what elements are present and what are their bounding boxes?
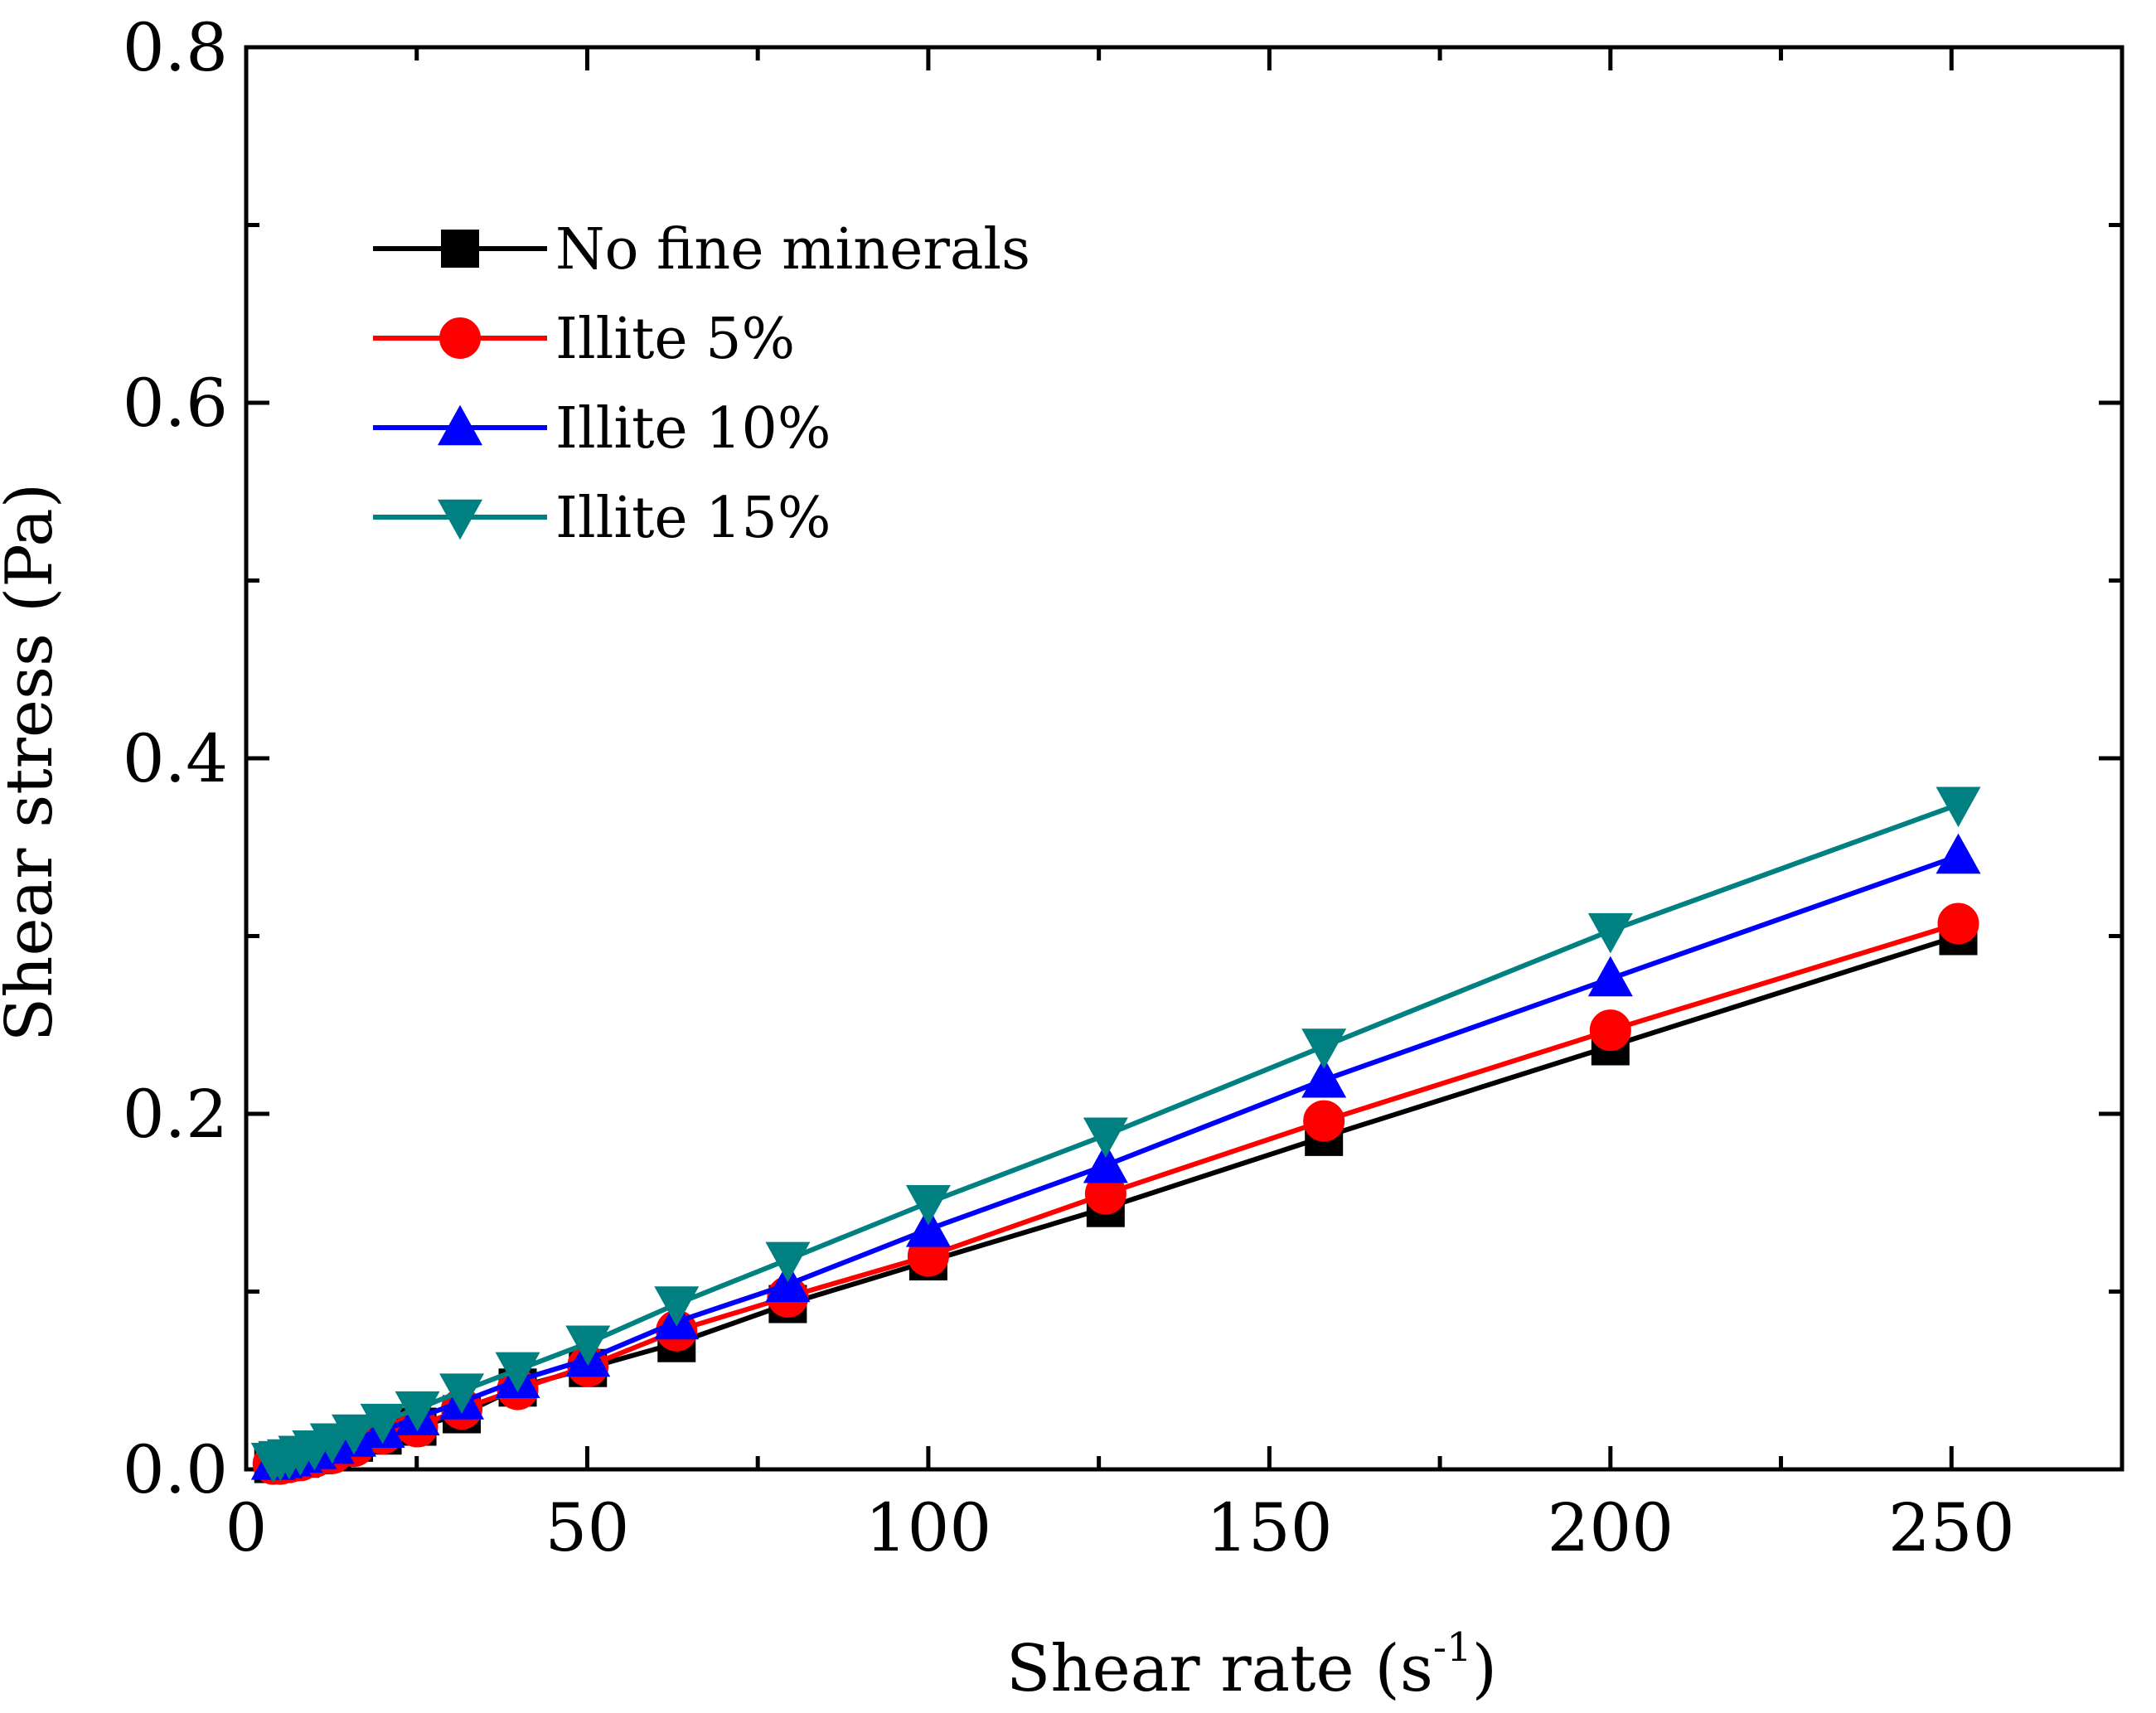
x-tick-label: 50 [545, 1489, 630, 1566]
data-point [439, 1373, 485, 1414]
x-tick-label: 150 [1206, 1489, 1333, 1566]
legend-label: No fine minerals [555, 217, 1030, 283]
data-point [565, 1325, 611, 1367]
legend-item: Illite 10% [373, 396, 831, 462]
data-point [495, 1352, 540, 1393]
y-axis-title: Shear stress (Pa) [0, 483, 67, 1042]
y-tick-label: 0.8 [123, 9, 228, 86]
x-tick-label: 250 [1888, 1489, 2015, 1566]
series-layer [250, 786, 1981, 1485]
data-point [1937, 902, 1979, 945]
data-point [905, 1185, 951, 1226]
data-point [1083, 1117, 1128, 1159]
data-point [332, 1414, 377, 1455]
plot-frame [244, 45, 2125, 1472]
legend-item: Illite 5% [373, 307, 795, 372]
data-point [905, 1207, 951, 1247]
data-point [360, 1403, 405, 1444]
x-axis-title-tail: ) [1472, 1632, 1497, 1706]
data-point [1936, 786, 1981, 828]
data-point [1303, 1100, 1345, 1142]
data-point [1936, 833, 1981, 874]
series-illite-10- [250, 833, 1981, 1480]
legend-swatch-marker [438, 499, 482, 540]
legend-swatch-marker [438, 404, 482, 446]
x-axis-title-superscript: -1 [1433, 1624, 1472, 1671]
legend-item: Illite 15% [373, 486, 831, 551]
data-point [765, 1261, 811, 1303]
plot-border [244, 45, 2125, 1472]
y-tick-label: 0.0 [123, 1431, 228, 1508]
x-axis-title: Shear rate (s-1) [1006, 1624, 1497, 1706]
x-tick-label: 100 [865, 1489, 992, 1566]
legend: No fine minerals Illite 5% Illite 10% Illit… [373, 217, 1030, 551]
data-point [1301, 1028, 1347, 1069]
x-tick-label: 0 [225, 1489, 268, 1566]
data-point [765, 1241, 811, 1283]
data-point [1589, 1009, 1631, 1052]
y-tick-label: 0.6 [123, 365, 228, 442]
legend-label: Illite 5% [555, 307, 795, 372]
data-point [395, 1391, 440, 1432]
data-point [654, 1286, 700, 1327]
legend-label: Illite 10% [555, 396, 831, 462]
data-point [1587, 956, 1633, 997]
data-point [1083, 1142, 1128, 1183]
legend-label: Illite 15% [555, 486, 831, 551]
data-point [1301, 1057, 1347, 1098]
y-tick-label: 0.2 [123, 1076, 228, 1153]
x-axis-title-text: Shear rate (s [1006, 1632, 1433, 1706]
y-tick-label: 0.4 [123, 720, 228, 797]
legend-swatch-marker [441, 230, 479, 268]
x-axis-ticks: 0 50 100 150 200 250 [225, 47, 2125, 1566]
legend-item: No fine minerals [373, 217, 1030, 283]
y-axis-ticks: 0.0 0.2 0.4 0.6 0.8 [123, 9, 2122, 1508]
legend-swatch-marker [439, 317, 481, 359]
x-tick-label: 200 [1547, 1489, 1674, 1566]
data-point [1587, 912, 1633, 954]
series-illite-15- [250, 786, 1981, 1483]
